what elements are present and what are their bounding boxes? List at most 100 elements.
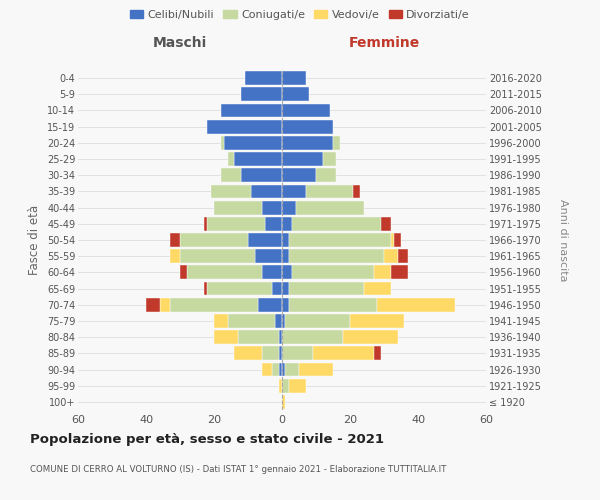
Bar: [282, 200, 296, 214]
Bar: [384, 250, 398, 263]
Bar: [282, 217, 292, 230]
Bar: [289, 298, 377, 312]
Bar: [282, 184, 306, 198]
Bar: [306, 184, 353, 198]
Bar: [255, 250, 282, 263]
Bar: [265, 217, 282, 230]
Bar: [235, 346, 262, 360]
Bar: [235, 152, 282, 166]
Bar: [313, 346, 374, 360]
Bar: [227, 314, 275, 328]
Bar: [286, 314, 350, 328]
Bar: [292, 266, 374, 280]
Bar: [204, 282, 207, 296]
Y-axis label: Fasce di età: Fasce di età: [28, 205, 41, 275]
Bar: [343, 330, 398, 344]
Bar: [296, 200, 364, 214]
Bar: [374, 346, 380, 360]
Bar: [289, 282, 364, 296]
Bar: [282, 104, 329, 118]
Bar: [207, 120, 282, 134]
Bar: [282, 233, 289, 247]
Bar: [380, 217, 391, 230]
Y-axis label: Anni di nascita: Anni di nascita: [559, 198, 568, 281]
Bar: [221, 104, 282, 118]
Bar: [207, 217, 265, 230]
Bar: [214, 330, 238, 344]
Bar: [282, 250, 289, 263]
Bar: [187, 266, 262, 280]
Bar: [316, 168, 337, 182]
Bar: [221, 136, 224, 149]
Legend: Celibi/Nubili, Coniugati/e, Vedovi/e, Divorziati/e: Celibi/Nubili, Coniugati/e, Vedovi/e, Di…: [125, 6, 475, 25]
Bar: [364, 282, 391, 296]
Bar: [170, 250, 180, 263]
Bar: [278, 362, 282, 376]
Bar: [282, 152, 323, 166]
Bar: [278, 379, 282, 392]
Bar: [282, 314, 286, 328]
Bar: [227, 152, 235, 166]
Bar: [323, 152, 337, 166]
Bar: [262, 266, 282, 280]
Bar: [391, 233, 394, 247]
Bar: [272, 282, 282, 296]
Bar: [282, 266, 292, 280]
Bar: [262, 346, 278, 360]
Bar: [398, 250, 408, 263]
Bar: [170, 298, 258, 312]
Bar: [278, 330, 282, 344]
Bar: [275, 314, 282, 328]
Text: Popolazione per età, sesso e stato civile - 2021: Popolazione per età, sesso e stato civil…: [30, 432, 384, 446]
Bar: [180, 233, 248, 247]
Bar: [282, 136, 333, 149]
Bar: [272, 362, 278, 376]
Bar: [211, 184, 251, 198]
Bar: [286, 362, 299, 376]
Bar: [292, 217, 380, 230]
Bar: [214, 200, 262, 214]
Bar: [282, 395, 286, 409]
Bar: [180, 250, 255, 263]
Bar: [289, 233, 391, 247]
Bar: [333, 136, 340, 149]
Bar: [214, 314, 227, 328]
Bar: [282, 346, 313, 360]
Bar: [251, 184, 282, 198]
Bar: [282, 362, 286, 376]
Bar: [289, 250, 384, 263]
Bar: [238, 330, 278, 344]
Bar: [221, 168, 241, 182]
Bar: [391, 266, 408, 280]
Bar: [248, 233, 282, 247]
Bar: [207, 282, 272, 296]
Bar: [262, 200, 282, 214]
Bar: [282, 330, 343, 344]
Bar: [160, 298, 170, 312]
Bar: [241, 168, 282, 182]
Bar: [262, 362, 272, 376]
Bar: [241, 88, 282, 101]
Bar: [353, 184, 360, 198]
Bar: [170, 233, 180, 247]
Bar: [350, 314, 404, 328]
Bar: [282, 379, 289, 392]
Bar: [282, 282, 289, 296]
Bar: [278, 346, 282, 360]
Bar: [289, 379, 306, 392]
Bar: [299, 362, 333, 376]
Text: Femmine: Femmine: [349, 36, 419, 50]
Bar: [282, 120, 333, 134]
Bar: [282, 298, 289, 312]
Bar: [374, 266, 391, 280]
Bar: [180, 266, 187, 280]
Bar: [282, 71, 306, 85]
Bar: [245, 71, 282, 85]
Bar: [146, 298, 160, 312]
Text: Maschi: Maschi: [153, 36, 207, 50]
Text: COMUNE DI CERRO AL VOLTURNO (IS) - Dati ISTAT 1° gennaio 2021 - Elaborazione TUT: COMUNE DI CERRO AL VOLTURNO (IS) - Dati …: [30, 466, 446, 474]
Bar: [394, 233, 401, 247]
Bar: [282, 168, 316, 182]
Bar: [282, 88, 309, 101]
Bar: [224, 136, 282, 149]
